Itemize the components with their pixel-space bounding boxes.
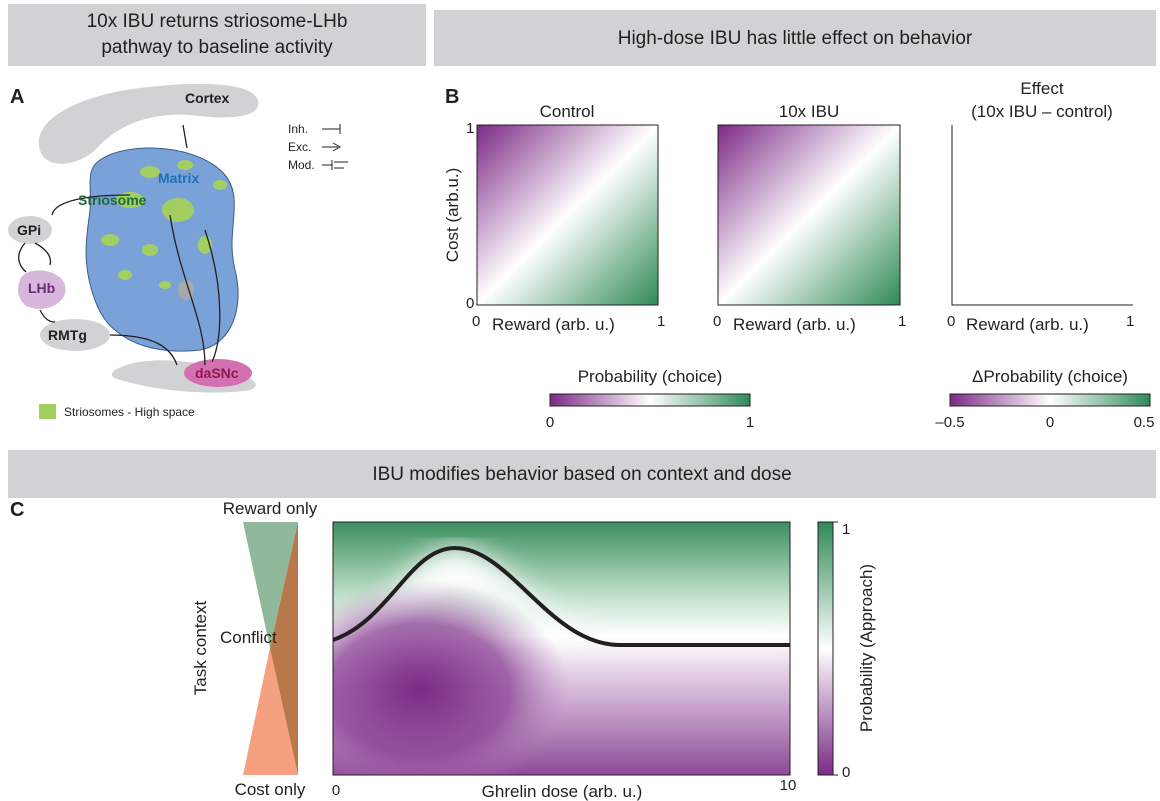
x-tick-label: 0 bbox=[947, 313, 955, 330]
context-label: Cost only bbox=[235, 780, 306, 799]
colorbar-tick: 0.5 bbox=[1134, 414, 1155, 431]
patch bbox=[101, 234, 119, 246]
map-title: (10x IBU – control) bbox=[971, 102, 1113, 121]
colorbar-tick-mark bbox=[833, 521, 838, 776]
colorbar-label: ΔProbability (choice) bbox=[972, 367, 1128, 386]
header-line: pathway to baseline activity bbox=[101, 37, 333, 58]
node-label: Matrix bbox=[158, 170, 199, 186]
x-tick-label: 10 bbox=[780, 777, 797, 794]
x-axis-label: Reward (arb. u.) bbox=[492, 315, 615, 334]
axes bbox=[951, 125, 1133, 306]
colorbar-label: Probability (Approach) bbox=[857, 564, 876, 732]
header-box bbox=[8, 450, 1156, 498]
heatmap-boundary bbox=[333, 548, 790, 652]
colorbar-tick: 1 bbox=[746, 414, 754, 431]
patch bbox=[162, 198, 194, 222]
patch bbox=[118, 270, 132, 280]
connection bbox=[39, 309, 56, 323]
y-tick-label: 1 bbox=[466, 120, 474, 137]
key-label: Inh. bbox=[288, 122, 308, 136]
conflict-triangle bbox=[270, 522, 298, 775]
patch bbox=[116, 192, 144, 208]
lhb-shape bbox=[17, 270, 66, 309]
x-axis-label: Ghrelin dose (arb. u.) bbox=[482, 782, 643, 801]
heatmap bbox=[333, 522, 790, 775]
key-label: Mod. bbox=[288, 158, 315, 172]
y-axis-label: Cost (arb.u.) bbox=[443, 168, 462, 262]
x-tick-label: 1 bbox=[1126, 313, 1134, 330]
map-title: 10x IBU bbox=[779, 102, 839, 121]
x-axis-label: Reward (arb. u.) bbox=[966, 315, 1089, 334]
patch bbox=[142, 244, 158, 256]
heatmap-frame bbox=[332, 521, 791, 776]
node-label: daSNc bbox=[195, 365, 239, 381]
context-label: Conflict bbox=[220, 628, 277, 647]
heatmap-core bbox=[333, 580, 570, 775]
colorbar-label: Probability (choice) bbox=[578, 367, 723, 386]
connection bbox=[109, 334, 178, 366]
heatmap bbox=[476, 124, 659, 306]
colorbar-tick: 0 bbox=[1046, 414, 1054, 431]
node-label: Cortex bbox=[185, 90, 230, 106]
header-title: IBU modifies behavior based on context a… bbox=[372, 464, 791, 485]
gpi-shape bbox=[8, 216, 52, 244]
context-label: Reward only bbox=[223, 499, 318, 518]
cortex-shape bbox=[38, 83, 259, 164]
striosome-patches bbox=[101, 160, 227, 289]
colorbar-tick: 1 bbox=[842, 521, 850, 538]
header-line: 10x IBU returns striosome-LHb bbox=[87, 11, 348, 32]
node-label: Striosome bbox=[78, 192, 147, 208]
map-title: Control bbox=[540, 102, 595, 121]
key-label: Exc. bbox=[288, 140, 311, 154]
heatmap bbox=[717, 124, 901, 306]
x-axis-label: Reward (arb. u.) bbox=[733, 315, 856, 334]
panel-label: B bbox=[445, 86, 459, 108]
panel-label: A bbox=[10, 86, 24, 108]
colorbar bbox=[549, 393, 751, 407]
key-inh bbox=[322, 124, 341, 134]
node-label: RMTg bbox=[48, 327, 87, 343]
cost-triangle bbox=[243, 648, 298, 775]
connection bbox=[51, 194, 131, 216]
x-tick-label: 1 bbox=[898, 313, 906, 330]
node-label: GPi bbox=[17, 222, 41, 238]
decision-boundary bbox=[332, 545, 790, 647]
legend-swatch bbox=[39, 404, 56, 419]
key-exc bbox=[322, 142, 342, 152]
header-box bbox=[434, 10, 1156, 66]
patch bbox=[140, 166, 160, 178]
y-tick-label: 0 bbox=[466, 295, 474, 312]
rmtg-shape bbox=[40, 319, 110, 351]
reward-triangle bbox=[243, 522, 298, 648]
y-axis-label: Task context bbox=[191, 600, 210, 695]
colorbar bbox=[949, 393, 1151, 407]
node-label: LHb bbox=[28, 280, 55, 296]
connections bbox=[18, 124, 221, 366]
patch bbox=[213, 180, 227, 190]
colorbar-tick: 0 bbox=[546, 414, 554, 431]
patch bbox=[177, 160, 193, 170]
x-tick-label: 0 bbox=[332, 782, 340, 799]
colorbar-tick: 0 bbox=[842, 764, 850, 781]
connection bbox=[18, 242, 27, 273]
connection bbox=[182, 124, 188, 149]
dasnc-shape bbox=[184, 359, 252, 387]
connection bbox=[169, 214, 206, 366]
colorbar bbox=[817, 521, 834, 776]
panel-label: C bbox=[10, 499, 24, 521]
x-tick-label: 0 bbox=[713, 313, 721, 330]
legend-label: Striosomes - High space bbox=[64, 405, 195, 419]
map-title: Effect bbox=[1020, 79, 1063, 98]
patch bbox=[159, 281, 171, 289]
colorbar-tick: –0.5 bbox=[935, 414, 964, 431]
header-box bbox=[8, 4, 426, 66]
header-title: High-dose IBU has little effect on behav… bbox=[618, 28, 973, 49]
connection bbox=[34, 242, 52, 266]
x-tick-label: 0 bbox=[472, 313, 480, 330]
connection bbox=[204, 229, 221, 363]
key-mod bbox=[322, 160, 348, 170]
x-tick-label: 1 bbox=[657, 313, 665, 330]
